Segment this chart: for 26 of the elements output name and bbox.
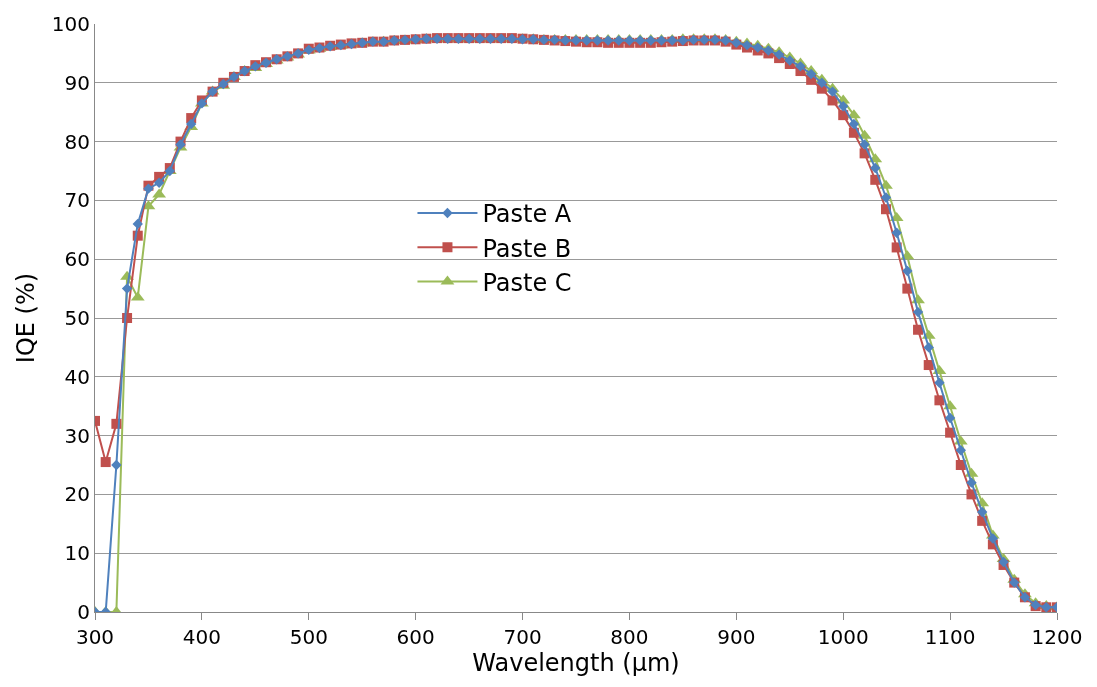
y-tick-label: 80 [64, 129, 90, 154]
x-tick-label: 500 [289, 625, 328, 649]
x-tick-label: 600 [396, 625, 435, 649]
x-tick-label: 800 [610, 625, 649, 649]
y-tick-label: 40 [64, 364, 90, 389]
legend-label: Paste B [482, 234, 572, 263]
x-tick-label: 1100 [924, 625, 976, 649]
legend-label: Paste A [482, 200, 572, 229]
y-tick-label: 70 [64, 188, 90, 213]
x-axis-title: Wavelength (µm) [472, 649, 680, 678]
y-tick-label: 30 [64, 423, 90, 448]
y-tick-label: 60 [64, 247, 90, 272]
y-tick-label: 10 [64, 541, 90, 566]
x-tick-label: 1200 [1031, 625, 1083, 649]
legend-label: Paste C [482, 268, 572, 297]
x-tick-label: 1000 [817, 625, 869, 649]
y-tick-label: 50 [64, 306, 90, 330]
x-tick-label: 300 [75, 625, 115, 649]
y-tick-label: 90 [64, 70, 90, 95]
y-tick-label: 100 [51, 12, 90, 36]
y-tick-label: 0 [77, 600, 90, 624]
x-tick-label: 400 [182, 625, 221, 649]
x-tick-label: 900 [717, 625, 756, 649]
y-axis-title: IQE (%) [11, 272, 40, 364]
x-tick-label: 700 [503, 625, 542, 649]
y-tick-label: 20 [64, 482, 90, 507]
